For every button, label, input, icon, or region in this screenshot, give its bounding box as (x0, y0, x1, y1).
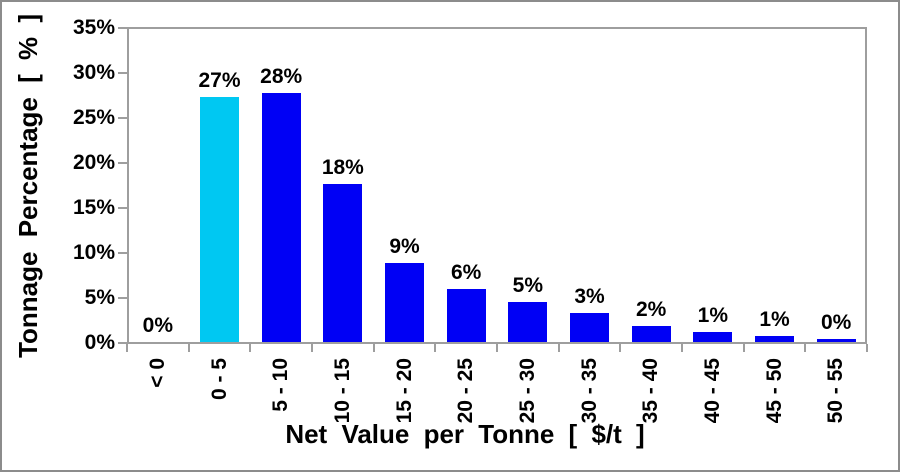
x-tick-mark (619, 344, 622, 352)
y-tick-mark (118, 117, 127, 119)
bar (323, 183, 363, 342)
bar-value-label: 9% (389, 234, 420, 258)
x-tick-label: 10 - 15 (330, 358, 354, 424)
y-tick-mark (118, 72, 127, 74)
bar (261, 92, 301, 342)
bar-value-label: 0% (142, 314, 174, 337)
x-tick-label: 15 - 20 (392, 358, 416, 424)
x-tick-label: 35 - 40 (639, 358, 663, 424)
bar-value-label: 3% (574, 285, 605, 309)
y-tick-label: 35% (72, 16, 115, 39)
bar-value-label: 18% (321, 155, 364, 179)
bar-value-label: 5% (512, 273, 544, 297)
y-tick-label: 20% (72, 151, 115, 174)
x-tick-mark (742, 344, 745, 352)
bar-value-label: 2% (635, 297, 667, 321)
bar (385, 262, 424, 342)
y-tick-label: 0% (84, 331, 115, 354)
bar (755, 335, 794, 342)
y-tick-label: 15% (72, 196, 115, 219)
x-tick-mark (311, 344, 313, 352)
bar (570, 313, 609, 342)
bar (200, 97, 239, 342)
bar-value-label: 0% (820, 311, 852, 335)
x-tick-label: 25 - 30 (515, 358, 539, 424)
x-tick-mark (496, 344, 498, 352)
x-tick-label: 5 - 10 (269, 358, 293, 412)
bar (816, 339, 856, 342)
bar-value-label: 1% (697, 304, 729, 328)
y-tick-mark (118, 207, 127, 209)
y-tick-mark (118, 27, 127, 29)
x-tick-mark (681, 344, 683, 352)
bar-value-label: 6% (450, 260, 482, 284)
bar-value-label: 28% (260, 64, 303, 88)
y-tick-label: 30% (72, 61, 115, 84)
y-tick-mark (118, 252, 127, 254)
x-tick-label: < 0 (145, 358, 169, 388)
x-tick-label: 20 - 25 (454, 358, 478, 424)
bar-value-label: 27% (198, 69, 241, 93)
x-tick-mark (557, 344, 560, 352)
bar (631, 325, 671, 342)
x-tick-label: 0 - 5 (207, 358, 231, 401)
y-tick-mark (118, 162, 127, 164)
bar (508, 301, 548, 342)
x-tick-mark (866, 344, 868, 352)
bar-value-label: 1% (759, 307, 790, 331)
x-tick-mark (804, 344, 807, 352)
y-tick-label: 5% (84, 286, 115, 309)
x-tick-label: 45 - 50 (762, 358, 786, 424)
x-tick-mark (126, 344, 128, 352)
x-tick-mark (434, 344, 437, 352)
x-tick-mark (187, 344, 190, 352)
x-tick-label: 50 - 55 (824, 358, 848, 424)
y-tick-label: 10% (72, 241, 115, 264)
x-axis-title: Net Value per Tonne [ $/t ] (285, 419, 645, 449)
bar (693, 332, 733, 342)
y-tick-mark (118, 342, 127, 344)
x-tick-mark (372, 344, 375, 352)
x-tick-label: 40 - 45 (700, 358, 724, 424)
x-tick-label: 30 - 35 (577, 358, 601, 424)
bar (446, 288, 486, 342)
y-tick-label: 25% (72, 106, 115, 129)
y-tick-mark (118, 297, 127, 299)
x-tick-mark (249, 344, 252, 352)
